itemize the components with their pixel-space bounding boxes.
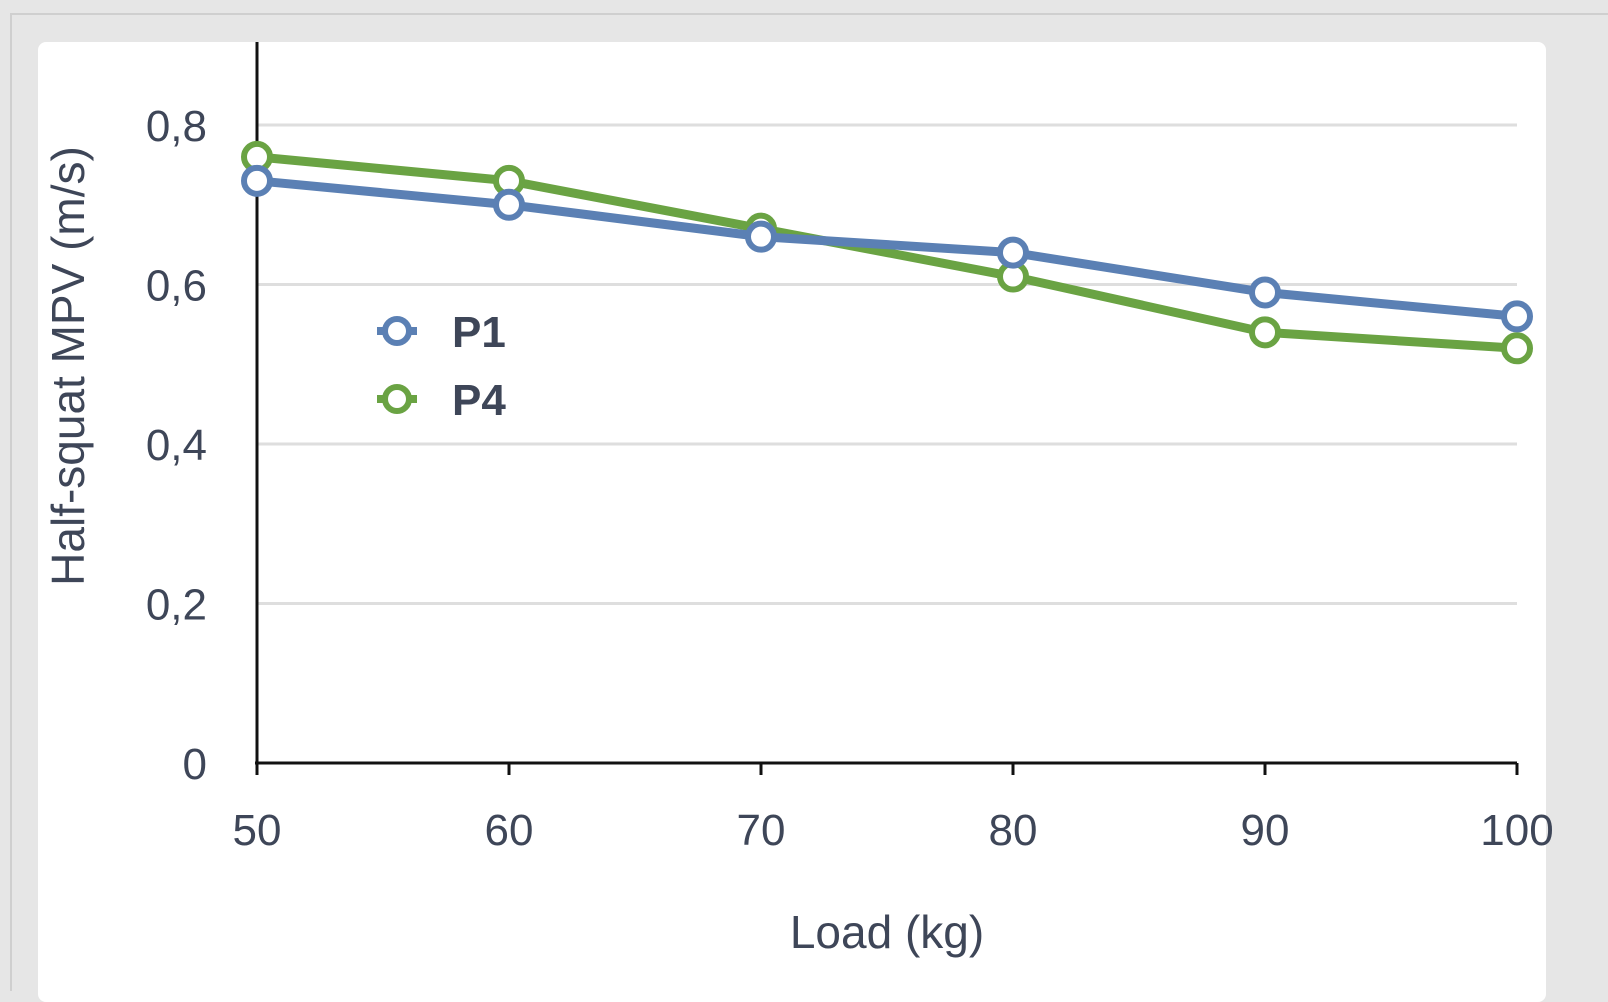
x-axis-title: Load (kg) <box>790 906 984 958</box>
y-tick-label: 0,8 <box>146 102 207 151</box>
series-line-p4 <box>252 152 1522 353</box>
data-point-p1 <box>1249 276 1281 309</box>
legend-label-p1: P1 <box>452 308 506 357</box>
legend-marker-p1 <box>382 316 412 346</box>
data-point-p4 <box>1249 316 1281 349</box>
y-tick-label: 0,4 <box>146 421 207 470</box>
x-tick-label: 60 <box>485 806 534 855</box>
legend-marker-p4 <box>382 384 412 414</box>
data-point-p1 <box>493 188 525 221</box>
data-point-p1 <box>745 220 777 253</box>
axes <box>255 42 1519 775</box>
y-tick-label: 0,2 <box>146 581 207 630</box>
y-tick-label: 0,6 <box>146 262 207 311</box>
data-point-p1 <box>241 164 273 197</box>
chart-card <box>38 42 1546 1002</box>
x-tick-label: 90 <box>1241 806 1290 855</box>
legend-label-p4: P4 <box>452 376 506 425</box>
x-tick-label: 50 <box>233 806 282 855</box>
series-lines <box>241 140 1533 365</box>
tick-labels: 0 0,2 0,4 0,6 0,8 50 60 70 80 90 100 <box>146 102 1554 855</box>
x-tick-label: 100 <box>1480 806 1553 855</box>
gridlines <box>257 123 1517 605</box>
x-tick-label: 70 <box>737 806 786 855</box>
y-tick-label: 0 <box>183 740 207 789</box>
x-tick-label: 80 <box>989 806 1038 855</box>
data-point-p1 <box>1501 300 1533 333</box>
y-axis-title: Half-squat MPV (m/s) <box>42 146 94 586</box>
series-line-p1 <box>252 176 1522 321</box>
data-point-p4 <box>1501 332 1533 365</box>
data-point-p1 <box>997 236 1029 269</box>
